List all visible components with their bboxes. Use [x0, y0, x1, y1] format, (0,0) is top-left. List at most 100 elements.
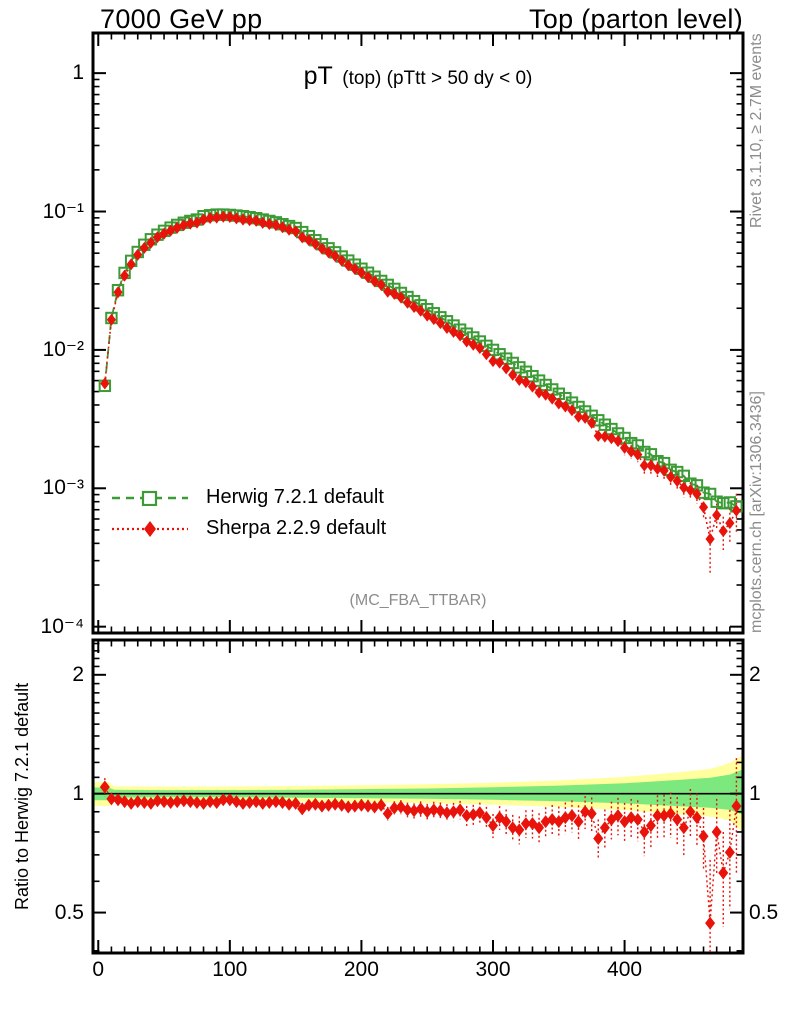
- sherpa-point: [218, 210, 228, 223]
- sherpa-point: [337, 254, 347, 267]
- sherpa-point: [317, 242, 327, 255]
- ratio-point: [474, 806, 485, 820]
- ratio-point: [632, 813, 643, 827]
- rivet-version-note: Rivet 3.1.10, ≥ 2.7M events: [748, 33, 765, 228]
- ratio-point: [547, 813, 558, 827]
- ratio-point: [323, 798, 334, 812]
- sherpa-point: [685, 484, 695, 497]
- sherpa-point: [725, 517, 735, 530]
- ratio-point: [251, 795, 262, 809]
- legend-row-herwig: Herwig 7.2.1 default: [110, 482, 386, 513]
- sherpa-point: [646, 459, 656, 472]
- y-tick-label: 10⁻⁴: [40, 614, 84, 638]
- ratio-point: [698, 829, 709, 843]
- ratio-point: [277, 795, 288, 809]
- sherpa-point: [304, 234, 314, 247]
- sherpa-point: [212, 211, 222, 224]
- sherpa-point: [587, 416, 597, 429]
- ratio-tick-label-right: 0.5: [749, 900, 779, 924]
- sherpa-point: [310, 237, 320, 250]
- sherpa-point: [244, 214, 255, 227]
- sherpa-point: [238, 213, 248, 226]
- ratio-point: [659, 809, 670, 823]
- sherpa-point: [119, 269, 130, 282]
- ratio-point: [711, 825, 722, 839]
- ratio-tick-label-right: 1: [749, 781, 761, 805]
- ratio-point: [534, 821, 545, 835]
- ratio-point: [99, 780, 110, 794]
- sherpa-point: [527, 380, 538, 393]
- sherpa-point: [481, 348, 492, 361]
- ratio-point: [231, 795, 242, 809]
- y-tick-label: 10⁻²: [42, 337, 84, 361]
- sherpa-point: [396, 291, 406, 304]
- plot-title: pT (top) (pTtt > 50 dy < 0): [93, 62, 743, 91]
- ratio-point: [599, 821, 610, 835]
- ratio-point: [520, 817, 531, 831]
- sherpa-point: [179, 219, 189, 232]
- ratio-point: [580, 805, 591, 819]
- sherpa-point: [251, 214, 261, 227]
- sherpa-point: [264, 218, 274, 231]
- sherpa-point: [600, 430, 610, 443]
- ratio-point: [238, 796, 248, 810]
- sherpa-point: [323, 246, 334, 259]
- ratio-point: [448, 805, 459, 819]
- sherpa-point: [705, 533, 715, 546]
- sherpa-point: [383, 285, 393, 298]
- sherpa-point: [731, 504, 742, 517]
- sherpa-point: [185, 217, 195, 230]
- ratio-point: [685, 805, 696, 819]
- herwig-point: [677, 469, 690, 483]
- sherpa-point: [258, 216, 268, 229]
- sherpa-point: [113, 286, 123, 299]
- ratio-point: [191, 795, 202, 809]
- sherpa-point: [494, 356, 505, 369]
- ratio-point: [139, 795, 150, 809]
- ratio-point: [724, 845, 735, 859]
- x-tick-label: 200: [343, 958, 379, 981]
- sherpa-point: [672, 474, 682, 487]
- ratio-point: [264, 795, 275, 809]
- sherpa-point: [225, 211, 235, 224]
- ratio-point: [566, 809, 577, 823]
- ratio-point: [428, 803, 439, 817]
- ratio-point: [159, 795, 170, 809]
- ratio-point: [691, 811, 702, 825]
- sherpa-point: [718, 525, 728, 538]
- ratio-point: [119, 795, 130, 809]
- ratio-point: [540, 815, 551, 829]
- sherpa-point: [422, 309, 432, 322]
- ratio-point: [198, 796, 209, 810]
- ratio-tick-label-right: 2: [749, 662, 761, 686]
- sherpa-point: [692, 487, 702, 500]
- sherpa-point: [356, 266, 367, 279]
- herwig-point: [723, 496, 737, 509]
- ratio-point: [356, 798, 367, 812]
- sherpa-point: [619, 441, 630, 454]
- ratio-point: [290, 796, 301, 810]
- ratio-point: [455, 803, 466, 817]
- ratio-point: [639, 825, 650, 839]
- sherpa-point: [291, 225, 301, 238]
- ratio-point: [172, 795, 183, 809]
- sherpa-point: [666, 470, 676, 483]
- ratio-point: [343, 800, 354, 814]
- sherpa-point: [369, 275, 380, 288]
- ratio-point: [165, 795, 176, 809]
- herwig-point: [710, 495, 723, 508]
- sherpa-point: [435, 317, 445, 330]
- x-tick-label: 300: [475, 958, 511, 981]
- ratio-point: [672, 813, 683, 827]
- sherpa-point: [429, 313, 439, 326]
- sherpa-point: [580, 411, 590, 424]
- ratio-panel-frame: [91, 638, 745, 955]
- ratio-tick-label-left: 2: [72, 662, 84, 686]
- sherpa-point: [402, 296, 413, 309]
- ratio-point: [113, 793, 123, 807]
- ratio-series: [99, 758, 742, 953]
- sherpa-point: [126, 258, 136, 271]
- sherpa-point: [448, 325, 459, 338]
- sherpa-point: [652, 462, 663, 475]
